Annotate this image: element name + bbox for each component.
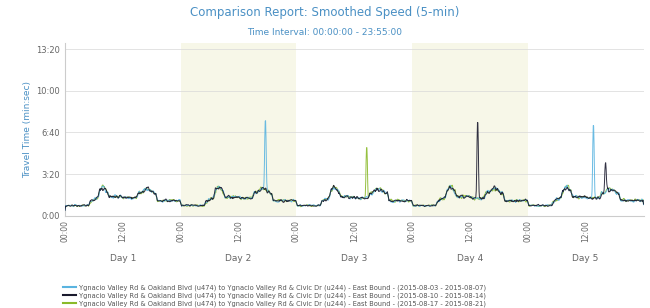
Text: Day 3: Day 3 (341, 254, 367, 263)
Text: Day 1: Day 1 (110, 254, 136, 263)
Text: Day 2: Day 2 (226, 254, 252, 263)
Legend: Ygnacio Valley Rd & Oakland Blvd (u474) to Ygnacio Valley Rd & Civic Dr (u244) -: Ygnacio Valley Rd & Oakland Blvd (u474) … (62, 285, 486, 307)
Text: Day 5: Day 5 (573, 254, 599, 263)
Text: Day 4: Day 4 (457, 254, 483, 263)
Bar (412, 43, 528, 216)
Text: Time Interval: 00:00:00 - 23:55:00: Time Interval: 00:00:00 - 23:55:00 (248, 28, 402, 37)
Text: Comparison Report: Smoothed Speed (5-min): Comparison Report: Smoothed Speed (5-min… (190, 6, 460, 19)
Y-axis label: Travel Time (min:sec): Travel Time (min:sec) (23, 81, 32, 178)
Bar (181, 43, 296, 216)
